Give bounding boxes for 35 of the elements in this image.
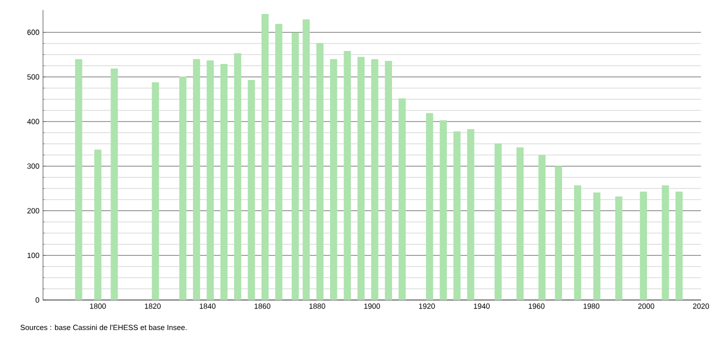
bar [192,59,200,300]
bar [574,185,582,300]
bar [494,143,502,300]
bar [152,82,159,300]
bar [538,155,546,300]
bar [516,147,524,300]
bar [357,56,365,300]
bar [662,185,669,300]
bar [676,192,683,300]
bar [275,24,282,300]
bar [248,80,255,300]
bar [75,59,82,300]
bar [316,43,324,300]
bar [384,60,392,300]
bar [220,64,228,300]
bar [426,113,434,300]
bar [110,68,118,300]
bar [206,60,214,300]
bar [554,166,562,300]
bar [234,53,242,300]
bar [453,131,461,300]
bar [593,192,600,300]
bar [344,51,351,300]
bar [371,59,378,300]
bar [330,59,338,300]
bar [292,32,299,300]
bar [440,120,447,300]
bar [615,196,622,300]
bar [94,150,102,300]
bar [302,19,310,300]
bar [179,76,186,300]
bar [398,98,406,300]
bar [262,14,269,300]
bar [467,129,474,300]
bar [640,192,647,300]
